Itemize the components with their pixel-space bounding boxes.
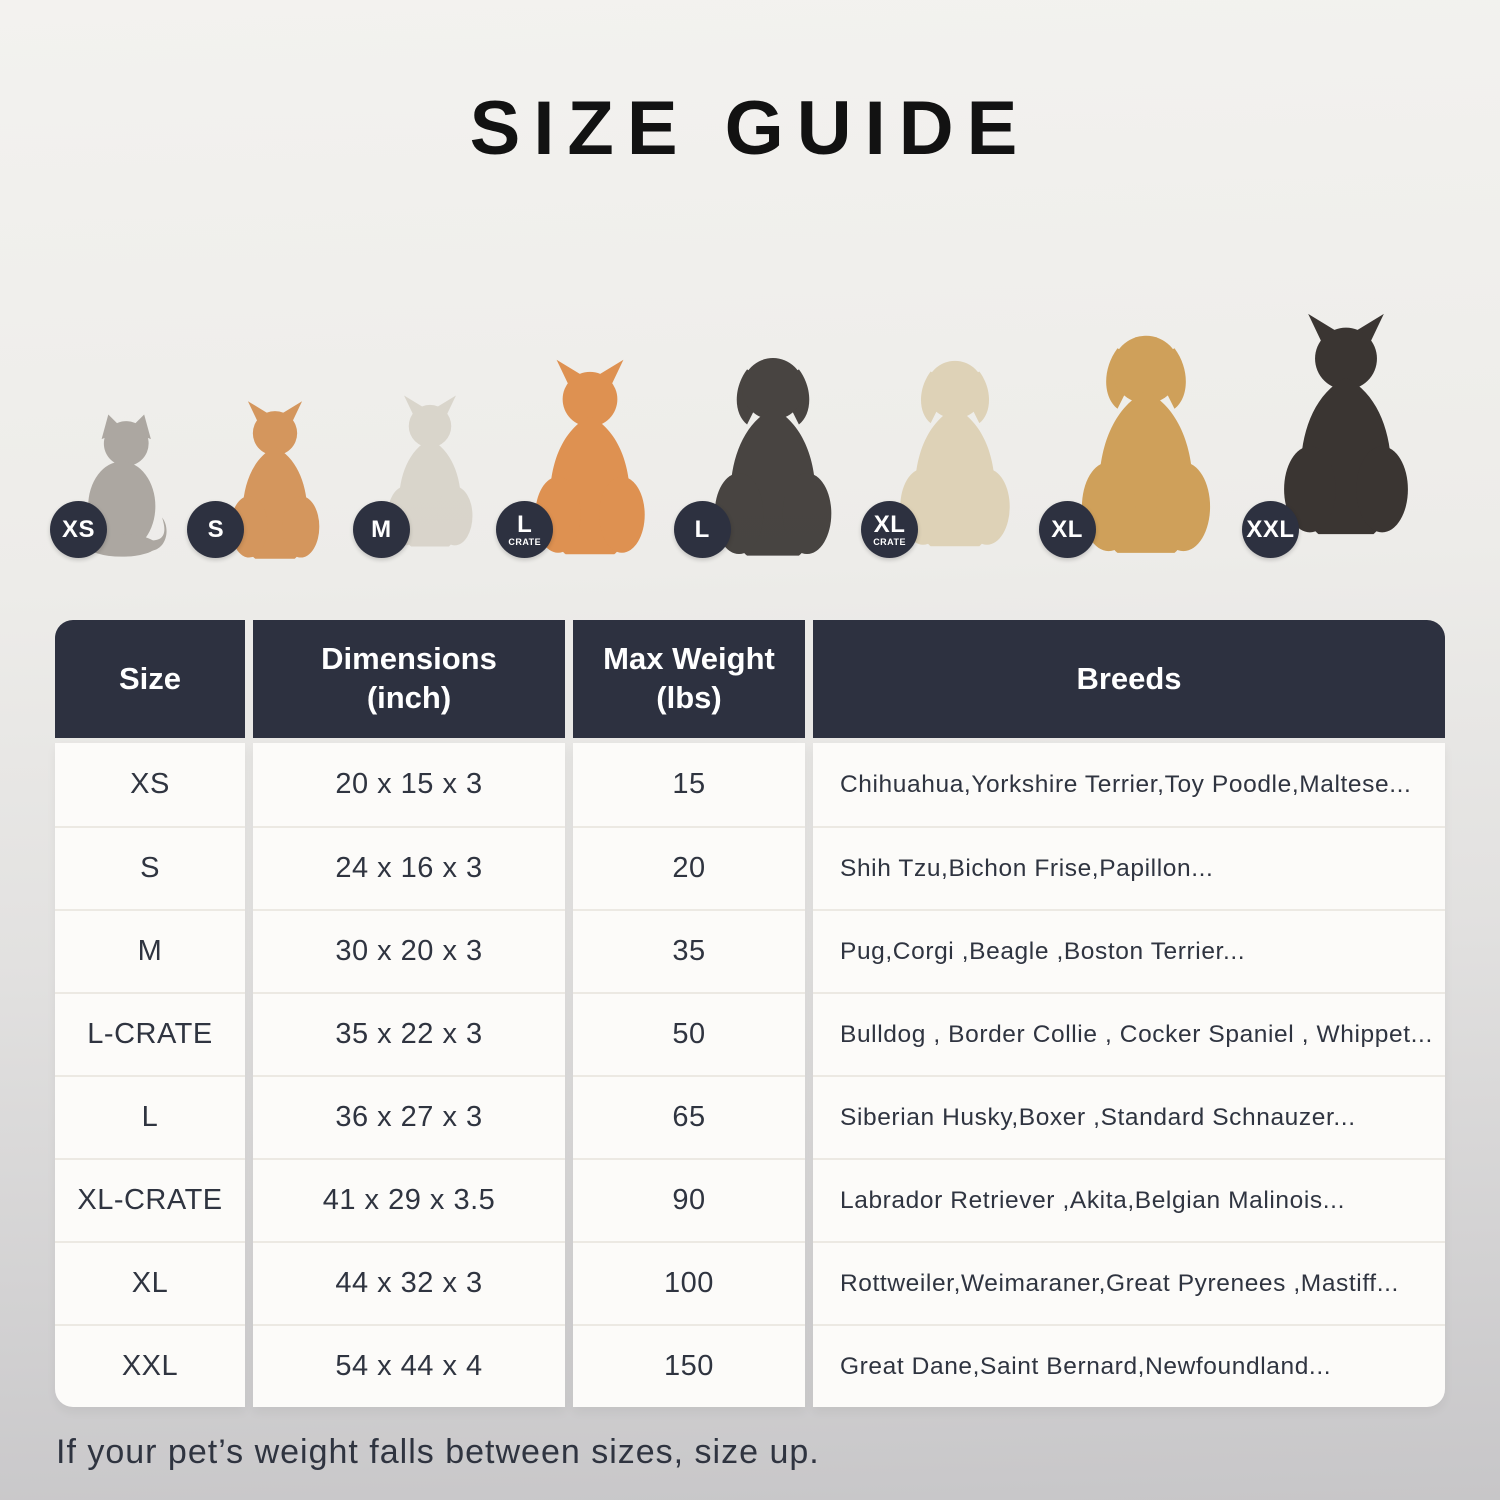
size-badge-xxl: XXL (1241, 501, 1299, 558)
column-size: Size XS S M L-CRATE L XL-CRATE XL XXL (55, 620, 245, 1407)
dimensions-cell: 20 x 15 x 3 (335, 768, 483, 800)
size-cell: L (55, 1075, 245, 1158)
pet-xs: XS (50, 410, 180, 560)
breeds-cell: Chihuahua,Yorkshire Terrier,Toy Poodle,M… (840, 770, 1412, 798)
column-header-max-weight: Max Weight (lbs) (573, 620, 805, 738)
size-cell: M (55, 909, 245, 992)
size-cell: L-CRATE (55, 992, 245, 1075)
size-badge-xs: XS (50, 501, 107, 558)
max-weight-cell: 150 (573, 1324, 805, 1407)
pet-size-lineup: XS S M L CRATE L (50, 272, 1432, 560)
size-cell: XL (55, 1241, 245, 1324)
size-badge-s: S (187, 501, 245, 558)
size-badge-m: M (352, 501, 410, 558)
column-header-size: Size (55, 620, 245, 738)
dimensions-cell: 24 x 16 x 3 (253, 826, 565, 909)
breeds-cell: Siberian Husky,Boxer ,Standard Schnauzer… (813, 1075, 1445, 1158)
dimensions-cell: 41 x 29 x 3.5 (253, 1158, 565, 1241)
breeds-cell: Great Dane,Saint Bernard,Newfoundland... (813, 1324, 1445, 1407)
size-guide-table: Size XS S M L-CRATE L XL-CRATE XL XXL Di… (55, 620, 1445, 1407)
breeds-cell: Pug,Corgi ,Beagle ,Boston Terrier... (813, 909, 1445, 992)
size-cell: S (55, 826, 245, 909)
dimensions-cell: 36 x 27 x 3 (253, 1075, 565, 1158)
size-cell: XXL (55, 1324, 245, 1407)
max-weight-cell: 35 (573, 909, 805, 992)
max-weight-cell: 90 (573, 1158, 805, 1241)
pet-m: M (352, 382, 489, 560)
breeds-cell: Bulldog , Border Collie , Cocker Spaniel… (813, 992, 1445, 1075)
breeds-cell: Rottweiler,Weimaraner,Great Pyrenees ,Ma… (813, 1241, 1445, 1324)
dimensions-cell: 44 x 32 x 3 (253, 1241, 565, 1324)
size-cell: XL-CRATE (55, 1158, 245, 1241)
dimensions-cell: 30 x 20 x 3 (253, 909, 565, 992)
pet-xl-crate: XL CRATE (861, 338, 1031, 560)
page-title: SIZE GUIDE (469, 86, 1031, 171)
size-cell: XS (130, 768, 170, 800)
dimensions-cell: 35 x 22 x 3 (253, 992, 565, 1075)
column-breeds: Breeds Chihuahua,Yorkshire Terrier,Toy P… (813, 620, 1445, 1407)
max-weight-cell: 65 (573, 1075, 805, 1158)
column-max-weight: Max Weight (lbs) 15 20 35 50 65 90 100 1… (573, 620, 805, 1407)
pet-xl: XL (1038, 318, 1235, 560)
sizing-advice-note: If your pet’s weight falls between sizes… (56, 1433, 820, 1471)
size-badge-l: L (673, 501, 731, 558)
pet-xxl: XXL (1241, 288, 1432, 560)
size-badge-l-crate: L CRATE (496, 501, 554, 558)
pet-l: L (673, 344, 854, 560)
size-badge-xl-crate: XL CRATE (861, 501, 919, 558)
max-weight-cell: 100 (573, 1241, 805, 1324)
column-header-breeds: Breeds (813, 620, 1445, 738)
column-header-dimensions: Dimensions (inch) (253, 620, 565, 738)
max-weight-cell: 50 (573, 992, 805, 1075)
pet-s: S (187, 400, 345, 560)
breeds-cell: Shih Tzu,Bichon Frise,Papillon... (813, 826, 1445, 909)
breeds-cell: Labrador Retriever ,Akita,Belgian Malino… (813, 1158, 1445, 1241)
size-badge-xl: XL (1038, 501, 1096, 558)
max-weight-cell: 20 (573, 826, 805, 909)
dimensions-cell: 54 x 44 x 4 (253, 1324, 565, 1407)
column-dimensions: Dimensions (inch) 20 x 15 x 3 24 x 16 x … (253, 620, 565, 1407)
pet-l-crate: L CRATE (496, 354, 666, 560)
max-weight-cell: 15 (672, 768, 706, 800)
